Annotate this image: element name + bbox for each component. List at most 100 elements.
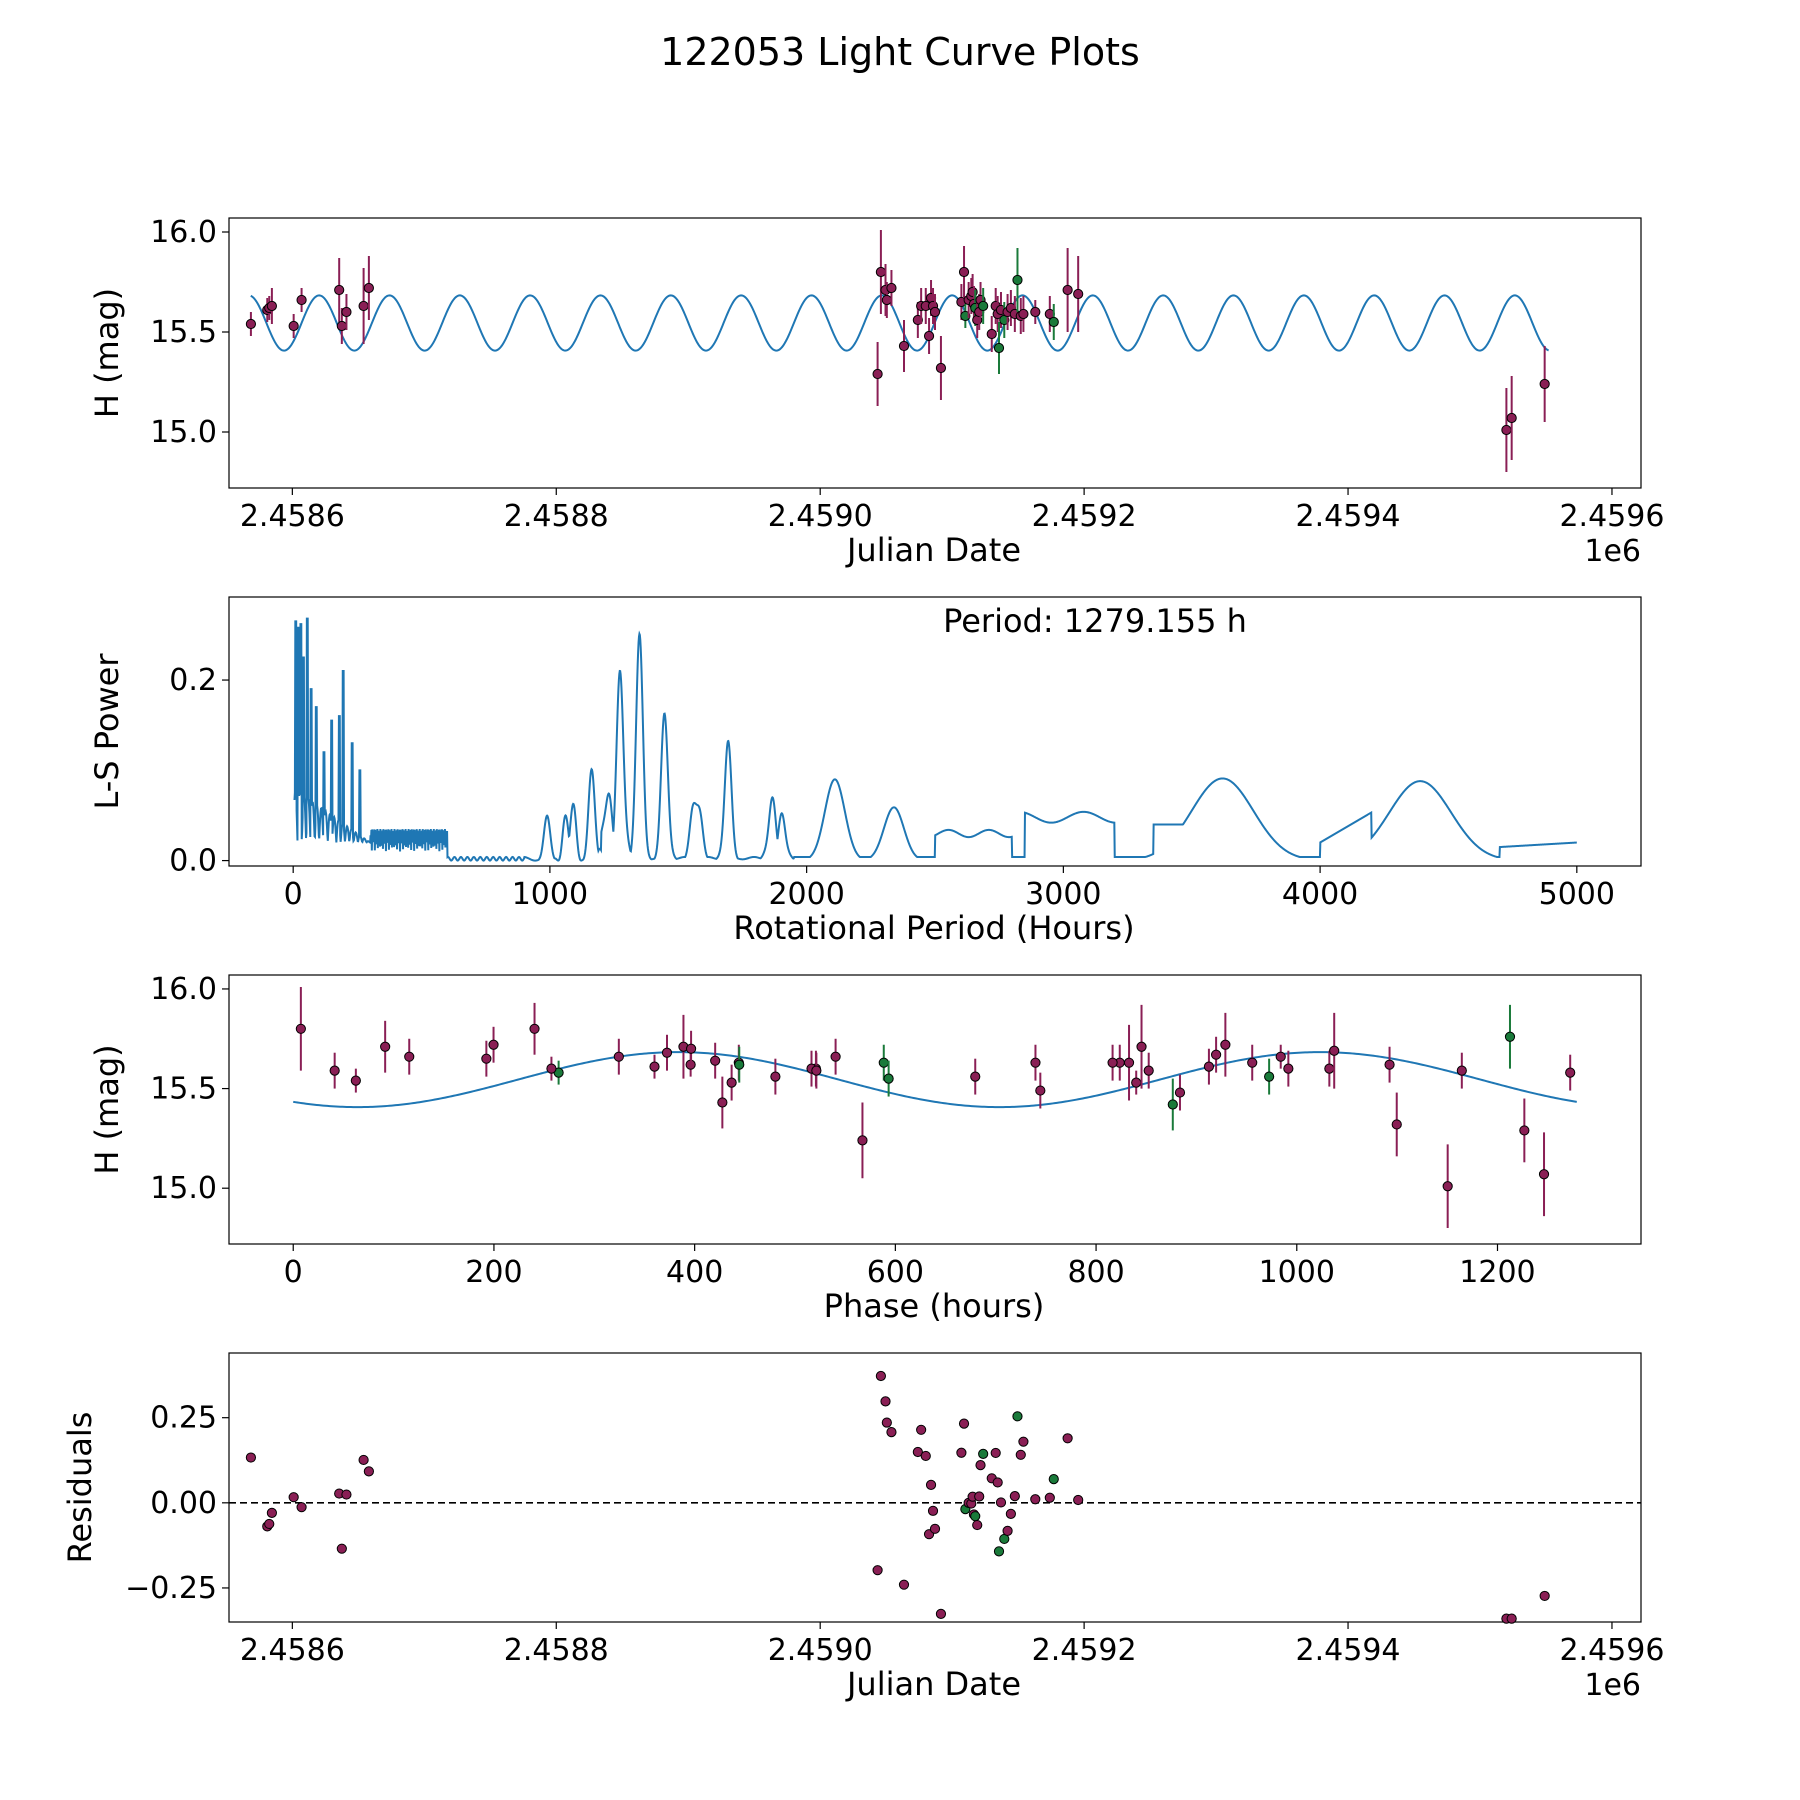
phased-data-point bbox=[710, 1055, 721, 1066]
phased-model-curve bbox=[293, 1051, 1577, 1109]
residual-point bbox=[1030, 1494, 1041, 1505]
y-tick-label: 15.5 bbox=[150, 315, 217, 350]
data-point bbox=[1501, 424, 1512, 436]
residual-point bbox=[875, 1370, 886, 1382]
data-point bbox=[935, 362, 947, 374]
y-tick-label: 0.25 bbox=[150, 1401, 217, 1436]
axes-frame bbox=[228, 217, 1642, 489]
residual-point bbox=[1062, 1433, 1073, 1444]
y-tick-label: 0.2 bbox=[169, 663, 217, 698]
residual-point bbox=[1002, 1525, 1013, 1536]
phased-data-point bbox=[1247, 1057, 1258, 1068]
data-point bbox=[923, 330, 935, 342]
data-point bbox=[898, 340, 910, 352]
residual-point bbox=[912, 1446, 923, 1458]
residual-point bbox=[927, 1505, 939, 1516]
phased-data-point bbox=[857, 1135, 868, 1146]
residual-point bbox=[925, 1479, 937, 1490]
phased-data-point bbox=[878, 1057, 889, 1068]
data-point bbox=[1539, 378, 1550, 390]
model-curve bbox=[250, 294, 1549, 352]
y-tick-label: 15.5 bbox=[150, 1072, 217, 1107]
data-point bbox=[875, 266, 886, 278]
x-offset-text: 1e6 bbox=[1584, 1668, 1641, 1703]
y-tick-label: −0.25 bbox=[125, 1571, 217, 1606]
residual-point bbox=[929, 1523, 941, 1534]
phased-data-point bbox=[717, 1097, 728, 1108]
residual-point bbox=[992, 1477, 1003, 1488]
data-point bbox=[266, 300, 277, 312]
x-tick-label: 2.4590 bbox=[768, 1633, 873, 1668]
x-tick-label: 2.4588 bbox=[504, 499, 609, 534]
x-tick-label: 3000 bbox=[1025, 877, 1101, 912]
x-tick-label: 2.4590 bbox=[768, 499, 873, 534]
axes-frame bbox=[228, 596, 1642, 867]
x-tick-label: 2.4588 bbox=[504, 1633, 609, 1668]
x-tick-label: 2.4596 bbox=[1559, 1633, 1664, 1668]
residual-point bbox=[336, 1543, 347, 1554]
phased-data-point bbox=[811, 1065, 822, 1076]
phased-data-point bbox=[404, 1051, 415, 1062]
phased-data-point bbox=[1329, 1045, 1340, 1056]
data-point bbox=[1073, 288, 1084, 300]
data-point bbox=[296, 294, 307, 306]
residual-point bbox=[995, 1497, 1007, 1508]
x-tick-label: 2.4586 bbox=[240, 499, 345, 534]
data-point bbox=[1506, 412, 1517, 424]
periodogram-panel: 0 1000 2000 3000 4000 5000 0.0 0.2 Rotational Pe… bbox=[88, 596, 1642, 947]
phased-light-curve-panel: 0 200 400 600 800 1000 1200 15.0 15.5 16.0 Phase (… bbox=[88, 972, 1642, 1325]
residual-point bbox=[1005, 1508, 1016, 1519]
residual-point bbox=[1015, 1449, 1026, 1460]
data-point bbox=[929, 306, 941, 318]
phased-data-point bbox=[1456, 1065, 1467, 1076]
x-tick-label: 1200 bbox=[1459, 1255, 1535, 1290]
phased-data-point bbox=[1030, 1057, 1041, 1068]
phased-data-point bbox=[1504, 1031, 1516, 1042]
residual-point bbox=[975, 1460, 986, 1471]
phased-data-point bbox=[1565, 1067, 1576, 1078]
residuals-panel: 2.4586 2.4588 2.4590 2.4592 2.4594 2.4596 −0.2… bbox=[61, 1352, 1664, 1703]
phased-data-point bbox=[1123, 1057, 1135, 1068]
x-tick-label: 2.4594 bbox=[1296, 499, 1401, 534]
phased-data-point bbox=[1211, 1049, 1222, 1060]
x-axis-label: Julian Date bbox=[845, 531, 1021, 569]
x-tick-label: 2000 bbox=[768, 877, 844, 912]
phased-data-point bbox=[1143, 1065, 1154, 1076]
data-point bbox=[1012, 274, 1023, 286]
phased-data-point bbox=[726, 1077, 737, 1088]
axes-frame bbox=[228, 974, 1642, 1245]
phased-data-point bbox=[1283, 1063, 1294, 1074]
x-tick-label: 400 bbox=[666, 1255, 723, 1290]
residual-point bbox=[264, 1518, 275, 1530]
residual-point bbox=[1012, 1411, 1023, 1422]
data-point bbox=[245, 318, 257, 330]
data-point bbox=[958, 266, 970, 278]
residual-point bbox=[1506, 1613, 1517, 1624]
x-tick-label: 0 bbox=[284, 877, 303, 912]
phased-data-point bbox=[1136, 1041, 1147, 1052]
light-curve-panel: 2.4586 2.4588 2.4590 2.4592 2.4594 2.4596 15.0… bbox=[88, 215, 1664, 569]
phased-data-point bbox=[1264, 1071, 1275, 1082]
periodogram-curve bbox=[293, 617, 1577, 862]
data-point bbox=[1062, 284, 1073, 296]
phased-data-point bbox=[1203, 1061, 1215, 1072]
residual-point bbox=[972, 1519, 983, 1531]
residual-point bbox=[1073, 1494, 1084, 1506]
phased-data-point bbox=[529, 1023, 540, 1034]
phased-data-point bbox=[488, 1039, 499, 1050]
x-tick-label: 4000 bbox=[1282, 877, 1358, 912]
residual-point bbox=[935, 1608, 947, 1619]
x-tick-label: 2.4596 bbox=[1559, 499, 1664, 534]
residual-point bbox=[916, 1424, 927, 1435]
phased-data-point bbox=[1519, 1125, 1530, 1136]
residual-point bbox=[288, 1492, 299, 1503]
residual-point bbox=[880, 1396, 891, 1407]
phased-data-point bbox=[970, 1071, 981, 1082]
y-axis-label: L-S Power bbox=[88, 653, 126, 810]
phased-data-point bbox=[883, 1073, 894, 1084]
phased-data-point bbox=[350, 1075, 361, 1086]
x-tick-label: 0 bbox=[284, 1255, 303, 1290]
data-point bbox=[358, 300, 369, 312]
phased-data-point bbox=[1035, 1085, 1046, 1096]
